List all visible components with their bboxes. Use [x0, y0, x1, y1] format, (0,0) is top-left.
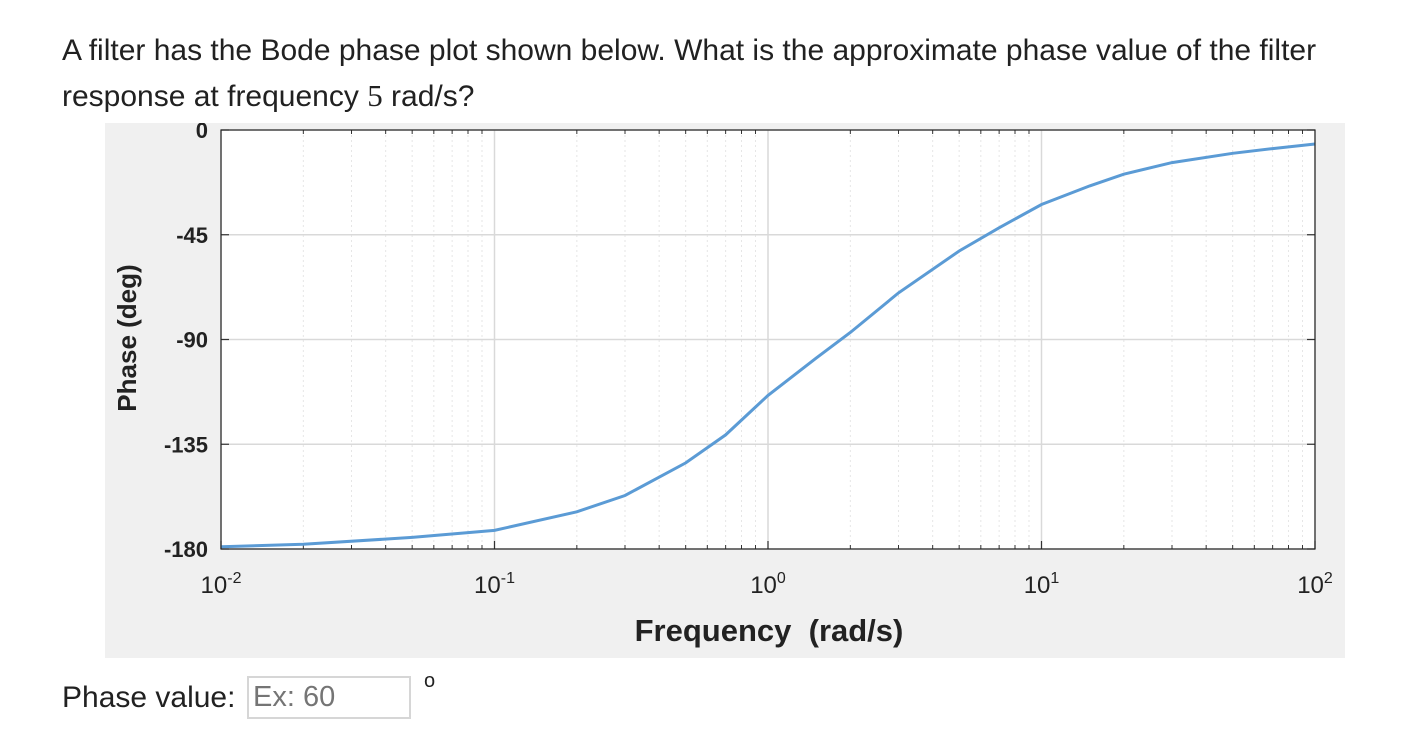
x-tick-label: 10-2 — [201, 570, 242, 599]
y-tick-label: -90 — [176, 328, 208, 353]
y-tick-label: 0 — [196, 123, 208, 143]
y-tick-label: -180 — [164, 537, 208, 562]
x-tick-label: 101 — [1024, 570, 1060, 599]
y-tick-label: -135 — [164, 432, 208, 457]
phase-curve — [220, 142, 1316, 549]
question-text-part2: rad/s? — [382, 80, 475, 113]
bode-phase-chart: 0 -45 -90 -135 -180 10-2 10-1 100 101 102 Freque… — [112, 123, 1333, 648]
phase-value-input[interactable] — [247, 676, 411, 719]
question-text: A filter has the Bode phase plot shown b… — [62, 28, 1392, 119]
x-tick-label: 102 — [1297, 570, 1333, 599]
y-axis-label: Phase (deg) — [112, 264, 142, 411]
x-tick-labels: 10-2 10-1 100 101 102 — [201, 570, 1333, 599]
y-tick-label: -45 — [176, 223, 208, 248]
bode-phase-figure: 0 -45 -90 -135 -180 10-2 10-1 100 101 102 Freque… — [105, 123, 1345, 658]
plot-frame — [220, 129, 1316, 550]
x-tick-label: 10-1 — [474, 570, 515, 599]
x-axis-label: Frequency (rad/s) — [635, 613, 904, 648]
y-tick-labels: 0 -45 -90 -135 -180 — [164, 123, 208, 562]
x-tick-label: 100 — [750, 570, 786, 599]
question-frequency-value: 5 — [367, 78, 383, 113]
degree-symbol: o — [424, 670, 436, 692]
question-text-part1: A filter has the Bode phase plot shown b… — [62, 34, 1317, 113]
phase-value-label: Phase value: — [62, 681, 236, 714]
